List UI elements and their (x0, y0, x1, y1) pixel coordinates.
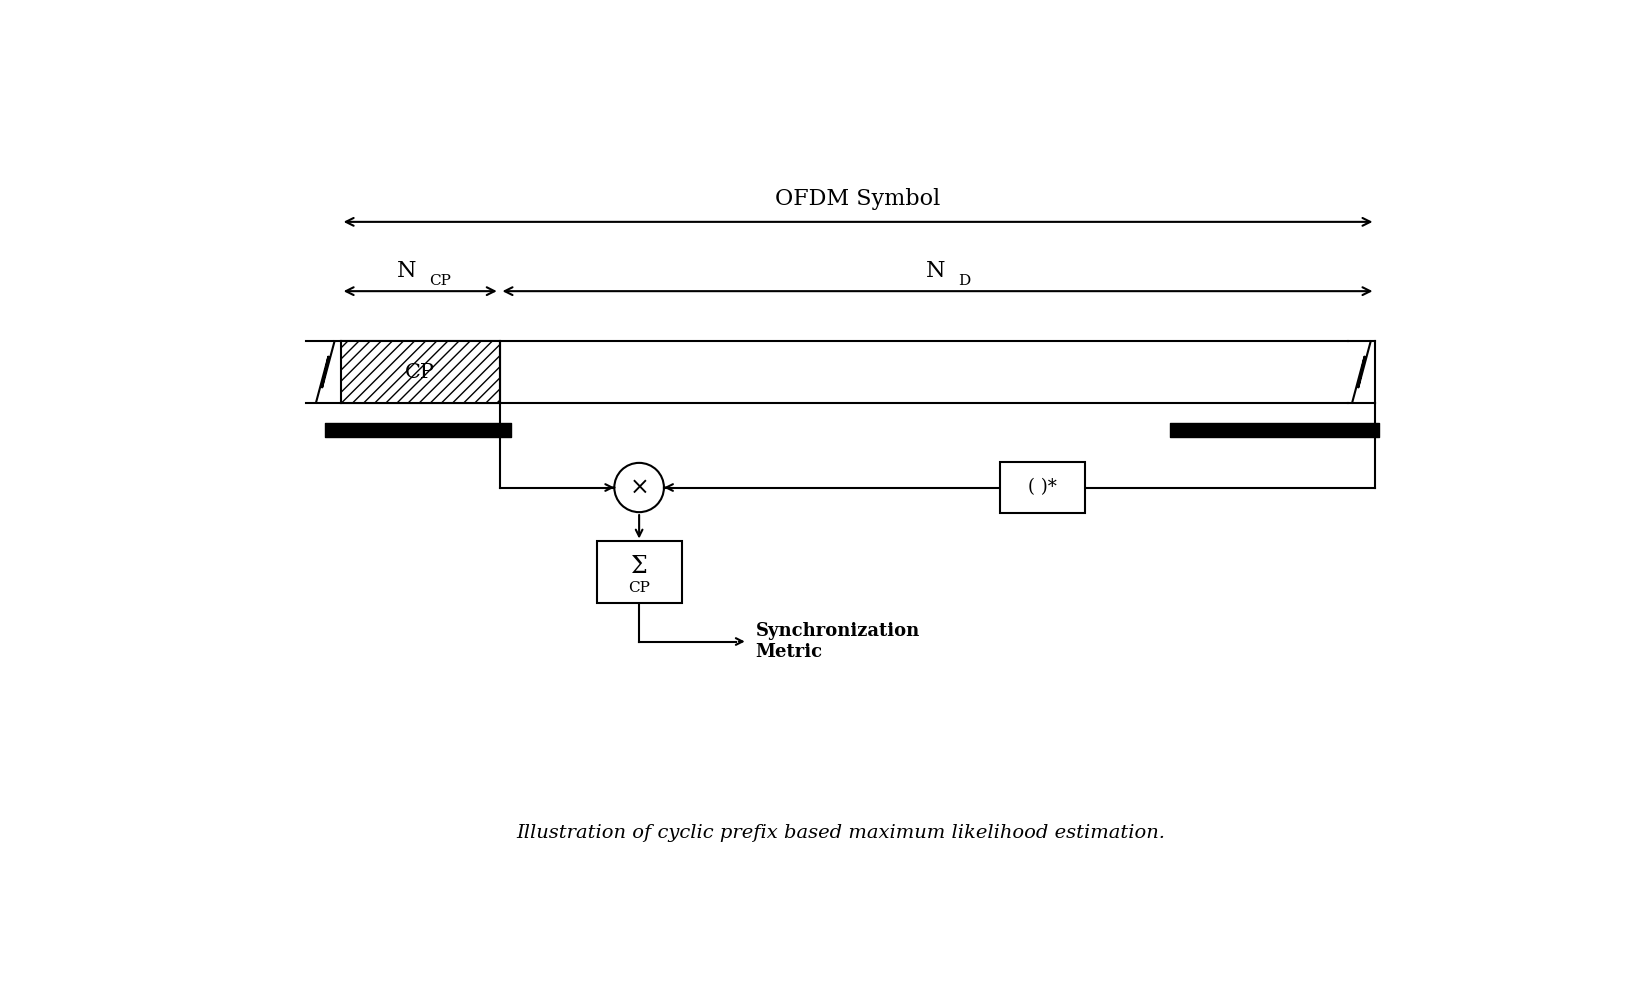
Text: CP: CP (629, 582, 650, 595)
Text: CP: CP (405, 363, 435, 382)
Text: OFDM Symbol: OFDM Symbol (776, 188, 940, 211)
Bar (341, 341, 499, 403)
Text: ×: × (629, 476, 648, 499)
Text: D: D (958, 274, 971, 288)
Text: ( )*: ( )* (1027, 479, 1057, 496)
Text: N: N (397, 260, 417, 282)
Text: CP: CP (430, 274, 451, 288)
Text: Illustration of cyclic prefix based maximum likelihood estimation.: Illustration of cyclic prefix based maxi… (517, 824, 1165, 842)
Bar (596, 541, 681, 603)
Text: N: N (926, 260, 945, 282)
Bar (999, 463, 1085, 512)
Text: Synchronization
Metric: Synchronization Metric (755, 622, 919, 661)
Text: Σ: Σ (630, 555, 648, 578)
